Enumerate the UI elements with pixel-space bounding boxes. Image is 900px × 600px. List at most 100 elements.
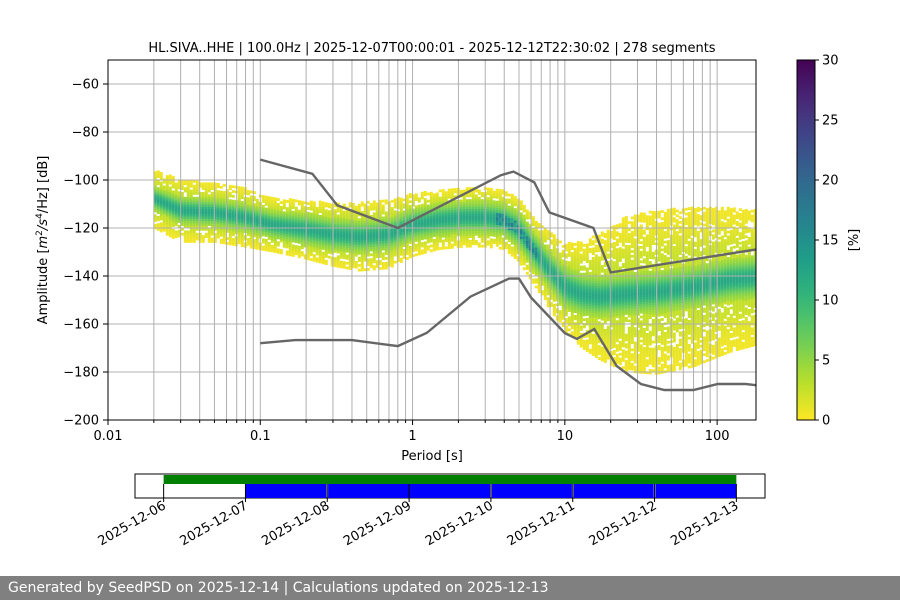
density-cell: [645, 342, 649, 346]
density-cell: [441, 220, 445, 224]
density-cell: [651, 319, 655, 322]
density-cell: [303, 227, 307, 231]
density-cell: [621, 224, 625, 228]
density-cell: [618, 333, 622, 337]
density-cell: [633, 341, 637, 345]
density-cell: [420, 230, 424, 233]
density-cell: [594, 340, 598, 344]
density-cell: [318, 210, 322, 213]
density-cell: [645, 217, 649, 221]
density-cell: [603, 350, 607, 354]
density-cell: [204, 204, 208, 207]
density-cell: [516, 256, 520, 260]
density-cell: [486, 223, 490, 227]
density-cell: [615, 353, 619, 357]
density-cell: [183, 189, 187, 193]
density-cell: [567, 249, 571, 252]
density-cell: [543, 280, 547, 284]
density-cell: [366, 239, 370, 243]
density-cell: [579, 265, 583, 269]
density-cell: [381, 218, 385, 222]
density-cell: [231, 240, 235, 244]
density-cell: [267, 213, 271, 216]
density-cell: [603, 331, 607, 335]
density-cell: [354, 234, 358, 238]
density-cell: [642, 313, 646, 317]
density-cell: [372, 250, 376, 254]
density-cell: [567, 268, 571, 272]
density-cell: [465, 194, 469, 198]
density-cell: [576, 291, 580, 295]
density-cell: [561, 309, 565, 313]
density-cell: [585, 303, 589, 307]
density-cell: [624, 218, 628, 222]
density-cell: [633, 260, 637, 263]
density-cell: [561, 305, 565, 308]
density-cell: [489, 188, 493, 191]
density-cell: [618, 237, 622, 241]
density-cell: [324, 216, 328, 220]
density-cell: [570, 295, 574, 299]
density-cell: [441, 222, 445, 226]
density-cell: [642, 246, 646, 250]
density-cell: [267, 229, 271, 233]
density-cell: [285, 233, 289, 237]
density-cell: [498, 213, 502, 216]
density-cell: [651, 232, 655, 236]
density-cell: [540, 292, 544, 296]
density-cell: [354, 237, 358, 240]
density-cell: [279, 251, 283, 255]
density-cell: [441, 232, 445, 236]
density-cell: [513, 225, 517, 228]
density-cell: [657, 328, 661, 332]
density-cell: [186, 235, 190, 238]
density-cell: [600, 291, 604, 295]
density-cell: [192, 189, 196, 193]
density-cell: [531, 228, 535, 231]
density-cell: [369, 265, 373, 269]
density-cell: [480, 244, 484, 248]
density-cell: [381, 264, 385, 268]
density-cell: [513, 220, 517, 223]
density-cell: [438, 220, 442, 224]
density-cell: [297, 229, 301, 232]
density-cell: [264, 219, 268, 223]
density-cell: [516, 203, 520, 207]
density-cell: [513, 229, 517, 233]
density-cell: [555, 308, 559, 311]
density-cell: [159, 198, 163, 202]
density-cell: [249, 202, 253, 206]
density-cell: [222, 231, 226, 235]
density-cell: [624, 228, 628, 231]
density-cell: [165, 228, 169, 231]
density-cell: [327, 236, 331, 240]
density-cell: [324, 250, 328, 253]
density-cell: [393, 239, 397, 242]
density-cell: [171, 209, 175, 213]
density-cell: [651, 220, 655, 224]
density-cell: [312, 235, 316, 238]
density-cell: [528, 235, 532, 239]
density-cell: [276, 250, 280, 254]
density-cell: [612, 282, 616, 286]
density-cell: [648, 309, 652, 312]
density-cell: [567, 263, 571, 267]
density-cell: [633, 291, 637, 294]
density-cell: [153, 216, 157, 220]
density-cell: [618, 302, 622, 306]
density-cell: [360, 239, 364, 243]
density-cell: [588, 324, 592, 328]
density-cell: [210, 196, 214, 200]
density-cell: [633, 308, 637, 311]
density-cell: [237, 188, 241, 192]
density-cell: [408, 209, 412, 213]
density-cell: [474, 223, 478, 226]
density-cell: [597, 345, 601, 348]
density-cell: [399, 200, 403, 203]
density-cell: [552, 239, 556, 242]
density-cell: [594, 352, 598, 356]
density-cell: [159, 188, 163, 192]
density-cell: [531, 240, 535, 243]
density-cell: [609, 319, 613, 323]
density-cell: [438, 232, 442, 236]
